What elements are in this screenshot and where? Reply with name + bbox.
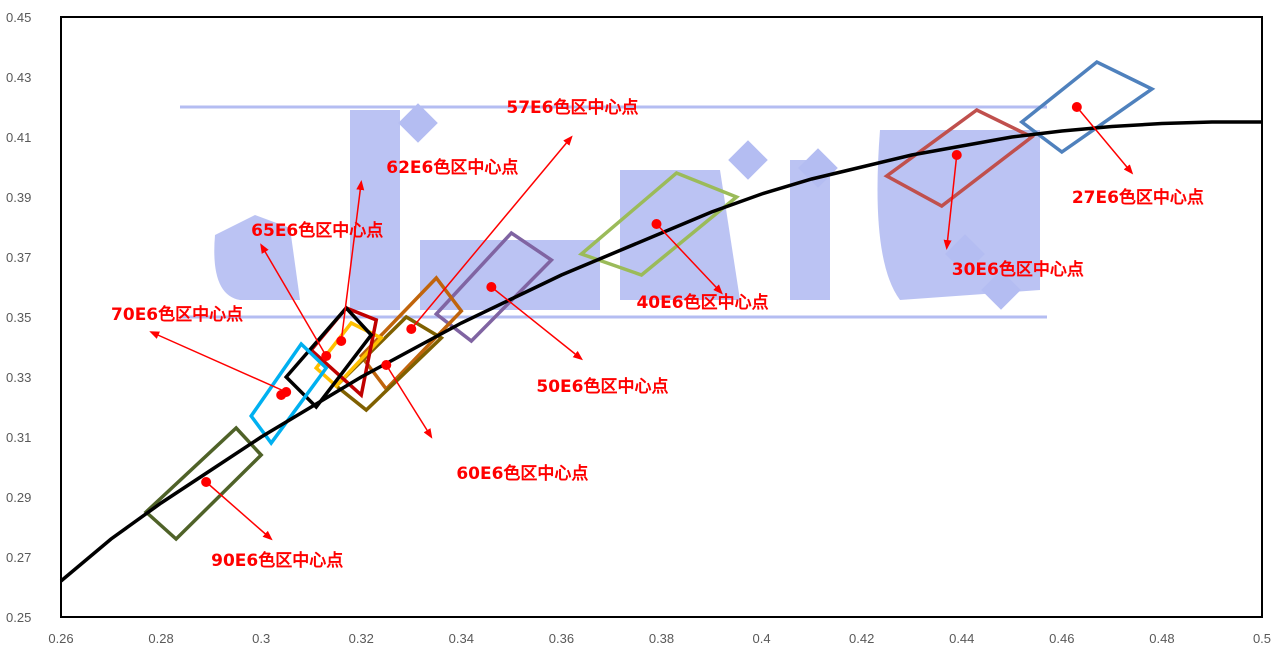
y-tick-label: 0.27 [6,550,31,565]
watermark-shape-1 [350,110,400,310]
color-region-quad [143,425,264,542]
color-region-quad [333,314,445,413]
x-tick-label: 0.48 [1149,631,1174,646]
watermark-dot-1 [728,140,768,180]
region-label: 60E6色区中心点 [456,463,588,484]
region-annotations: 27E6色区中心点 30E6色区中心点 40E6色区中心点 50E6色区中心点 57E6… [111,97,1204,571]
region-label: 30E6色区中心点 [952,259,1084,280]
y-tick-label: 0.25 [6,610,31,625]
y-tick-label: 0.37 [6,250,31,265]
x-tick-label: 0.36 [549,631,574,646]
x-tick-label: 0.34 [449,631,474,646]
region-label: 90E6色区中心点 [211,550,343,571]
annotation-arrow [410,135,573,330]
center-point [276,390,287,400]
region-label: 65E6色区中心点 [251,220,383,241]
x-tick-label: 0.5 [1253,631,1271,646]
color-region-quad [358,275,464,392]
y-tick-label: 0.45 [6,10,31,25]
x-tick-label: 0.3 [252,631,270,646]
y-axis-tick-labels: 0.25 0.27 0.29 0.31 0.33 0.35 0.37 0.39 0.41 0.43… [6,10,31,625]
region-label: 50E6色区中心点 [536,376,668,397]
color-region-quad [433,230,555,344]
watermark-logo [180,103,1047,319]
x-tick-label: 0.46 [1049,631,1074,646]
annotation-arrow [655,223,723,295]
x-tick-label: 0.4 [753,631,771,646]
region-label: 57E6色区中心点 [506,97,638,118]
x-tick-label: 0.44 [949,631,974,646]
x-tick-label: 0.26 [48,631,73,646]
y-tick-label: 0.35 [6,310,31,325]
x-tick-label: 0.28 [148,631,173,646]
annotation-arrow [205,481,273,541]
annotation-arrow [260,243,327,357]
x-tick-label: 0.38 [649,631,674,646]
y-tick-label: 0.29 [6,490,31,505]
watermark-dot-4 [945,234,985,274]
annotation-arrow [1076,106,1134,175]
annotation-arrow [943,154,958,250]
annotation-arrow [149,331,287,393]
x-tick-label: 0.42 [849,631,874,646]
color-region-quad [883,107,1036,209]
watermark-shape-2 [420,240,600,310]
watermark-shape-5 [877,130,1040,300]
region-label: 70E6色区中心点 [111,304,243,325]
watermark-dot-2 [798,148,838,188]
region-label: 27E6色区中心点 [1072,187,1204,208]
region-label: 62E6色区中心点 [386,157,518,178]
annotation-arrow [340,180,365,342]
watermark-shape-4 [790,160,830,300]
region-label: 40E6色区中心点 [636,292,768,313]
black-body-curve [59,120,1262,583]
y-tick-label: 0.33 [6,370,31,385]
color-region-quad [577,170,740,277]
y-tick-label: 0.31 [6,430,31,445]
watermark-dot-0 [398,103,438,143]
color-region-quad [1018,59,1156,155]
y-tick-label: 0.41 [6,130,31,145]
watermark-dot-3 [981,270,1021,310]
y-tick-label: 0.39 [6,190,31,205]
plot-area-border [60,16,1263,618]
y-tick-label: 0.43 [6,70,31,85]
annotation-arrow [490,286,583,361]
x-axis-tick-labels: 0.26 0.28 0.3 0.32 0.34 0.36 0.38 0.4 0.42 0.44 0.… [48,631,1271,646]
annotation-arrow [385,364,433,439]
x-tick-label: 0.32 [349,631,374,646]
watermark-shape-0 [214,215,300,300]
